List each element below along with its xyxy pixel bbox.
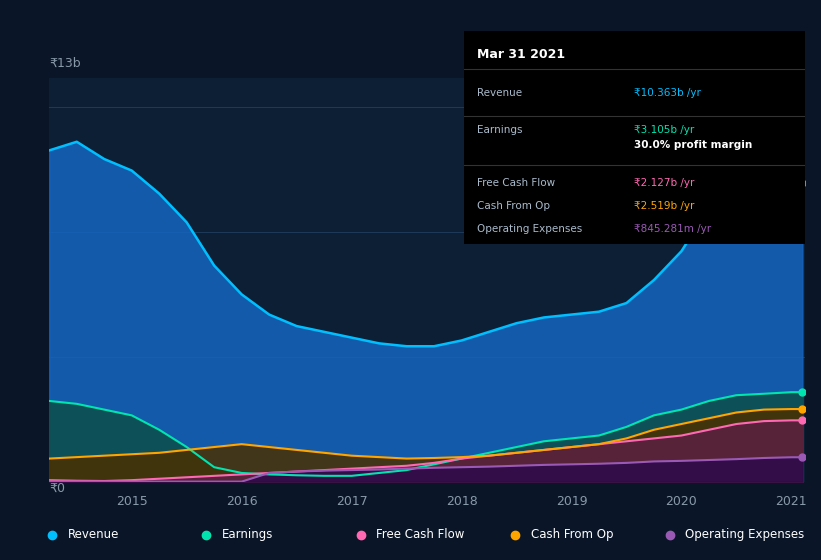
Text: ₹3.105b /yr: ₹3.105b /yr [635, 125, 695, 135]
Text: Free Cash Flow: Free Cash Flow [376, 528, 465, 542]
Text: Cash From Op: Cash From Op [530, 528, 613, 542]
Text: Operating Expenses: Operating Expenses [478, 223, 583, 234]
Text: Revenue: Revenue [478, 87, 523, 97]
Text: Cash From Op: Cash From Op [478, 202, 551, 211]
Text: Operating Expenses: Operating Expenses [685, 528, 805, 542]
Text: Mar 31 2021: Mar 31 2021 [478, 48, 566, 61]
Text: ₹2.519b /yr: ₹2.519b /yr [635, 202, 695, 211]
Text: ₹845.281m /yr: ₹845.281m /yr [635, 223, 711, 234]
Text: ₹10.363b /yr: ₹10.363b /yr [635, 87, 701, 97]
Text: ₹13b: ₹13b [49, 57, 81, 71]
Text: Free Cash Flow: Free Cash Flow [478, 178, 556, 188]
Text: 30.0% profit margin: 30.0% profit margin [635, 139, 753, 150]
Text: ₹0: ₹0 [49, 482, 65, 494]
Text: Earnings: Earnings [478, 125, 523, 135]
Text: ₹2.127b /yr: ₹2.127b /yr [635, 178, 695, 188]
Text: Revenue: Revenue [67, 528, 119, 542]
Text: Earnings: Earnings [222, 528, 273, 542]
